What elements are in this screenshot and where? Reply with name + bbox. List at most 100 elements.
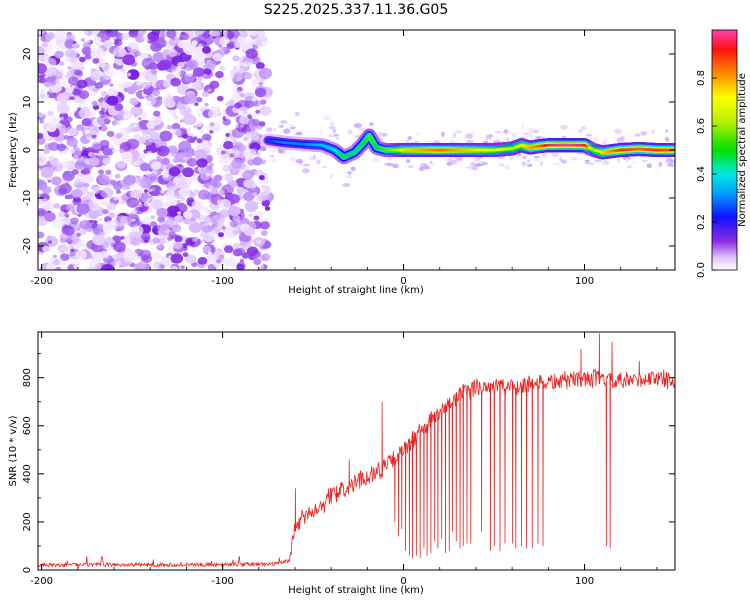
noise-speckle — [82, 41, 92, 49]
noise-speckle — [121, 71, 127, 76]
noise-speckle — [259, 145, 267, 152]
noise-speckle — [38, 157, 43, 162]
noise-speckle — [247, 159, 255, 166]
track-halo-blob — [369, 122, 374, 126]
noise-speckle — [98, 110, 105, 116]
noise-speckle — [38, 208, 46, 217]
noise-speckle — [148, 188, 153, 192]
noise-speckle — [253, 215, 260, 221]
noise-speckle — [99, 139, 110, 148]
noise-speckle — [72, 197, 82, 206]
noise-speckle — [186, 136, 190, 140]
track-halo-blob — [580, 126, 587, 131]
noise-speckle — [139, 162, 151, 172]
colorbar-tick-label: 0.2 — [696, 214, 707, 230]
noise-speckle — [219, 209, 230, 218]
noise-speckle — [165, 240, 170, 244]
noise-speckle — [74, 161, 85, 170]
track-halo-blob — [441, 131, 445, 138]
noise-speckle — [224, 245, 234, 254]
noise-speckle — [75, 249, 87, 260]
noise-speckle — [90, 72, 101, 81]
noise-speckle — [57, 245, 65, 252]
noise-speckle — [105, 30, 112, 34]
noise-speckle — [68, 111, 73, 115]
track-halo-blob — [280, 120, 288, 124]
noise-speckle — [141, 57, 155, 69]
noise-speckle — [136, 51, 141, 56]
noise-speckle — [86, 39, 91, 43]
noise-speckle — [64, 74, 71, 79]
track-halo-blob — [430, 160, 433, 164]
noise-speckle — [63, 226, 75, 236]
track-halo-blob — [619, 136, 625, 142]
colorbar-scale — [711, 29, 738, 271]
x-tick-label: 100 — [575, 276, 594, 287]
noise-speckle — [58, 61, 65, 66]
noise-speckle — [245, 48, 258, 59]
noise-speckle — [261, 36, 268, 42]
track-halo-blob — [534, 155, 541, 159]
track-halo-blob — [372, 157, 380, 163]
noise-speckle — [73, 69, 82, 76]
noise-speckle — [182, 167, 195, 178]
noise-speckle — [76, 79, 88, 89]
noise-speckle — [260, 159, 267, 165]
track-halo-blob — [540, 161, 543, 166]
noise-speckle — [45, 262, 56, 270]
track-halo-blob — [283, 128, 291, 134]
noise-speckle — [229, 220, 239, 228]
colorbar-tick-label: 0.6 — [696, 118, 707, 134]
noise-speckle — [168, 231, 177, 238]
track-halo-blob — [506, 137, 509, 142]
noise-speckle — [57, 211, 66, 218]
noise-speckle — [216, 199, 225, 206]
spectrogram-y-label: Frequency (Hz) — [8, 112, 19, 188]
noise-speckle — [251, 118, 261, 127]
noise-speckle — [191, 237, 197, 242]
noise-speckle — [100, 250, 110, 259]
noise-speckle — [232, 215, 241, 222]
noise-speckle — [88, 125, 100, 135]
noise-speckle — [56, 103, 70, 115]
x-tick-label: -100 — [211, 276, 234, 287]
noise-speckle — [235, 124, 239, 128]
noise-speckle — [64, 49, 76, 58]
noise-speckle — [76, 232, 82, 237]
noise-speckle — [79, 56, 86, 63]
noise-speckle — [38, 136, 46, 145]
track-halo-blob — [422, 165, 430, 170]
noise-speckle — [98, 150, 103, 155]
track-halo-blob — [569, 157, 572, 161]
noise-speckle — [168, 166, 181, 177]
noise-speckle — [48, 261, 53, 265]
noise-speckle — [64, 56, 71, 62]
noise-speckle — [87, 99, 92, 103]
track-halo-blob — [330, 173, 333, 179]
track-halo-blob — [651, 129, 656, 134]
noise-speckle — [244, 200, 259, 213]
noise-speckle — [53, 69, 64, 78]
track-halo-blob — [495, 130, 502, 134]
noise-speckle — [166, 124, 173, 130]
snr-y-label: SNR (10 * v/v) — [8, 415, 19, 486]
noise-speckle — [223, 141, 234, 150]
noise-speckle — [171, 128, 182, 137]
noise-speckle — [53, 203, 61, 209]
noise-speckle — [156, 145, 170, 157]
noise-speckle — [66, 137, 78, 147]
y-tick-label: -20 — [22, 238, 33, 254]
noise-speckle — [219, 65, 226, 71]
noise-speckle — [65, 86, 74, 94]
noise-speckle — [231, 37, 236, 41]
noise-speckle — [237, 106, 250, 118]
track-halo-blob — [465, 133, 473, 139]
noise-speckle — [47, 110, 54, 117]
noise-speckle — [163, 96, 176, 107]
track-halo-blob — [561, 159, 567, 164]
noise-speckle — [254, 40, 263, 47]
noise-speckle — [243, 191, 255, 202]
noise-speckle — [153, 110, 161, 117]
track-halo-blob — [295, 131, 303, 136]
noise-speckle — [236, 89, 242, 94]
